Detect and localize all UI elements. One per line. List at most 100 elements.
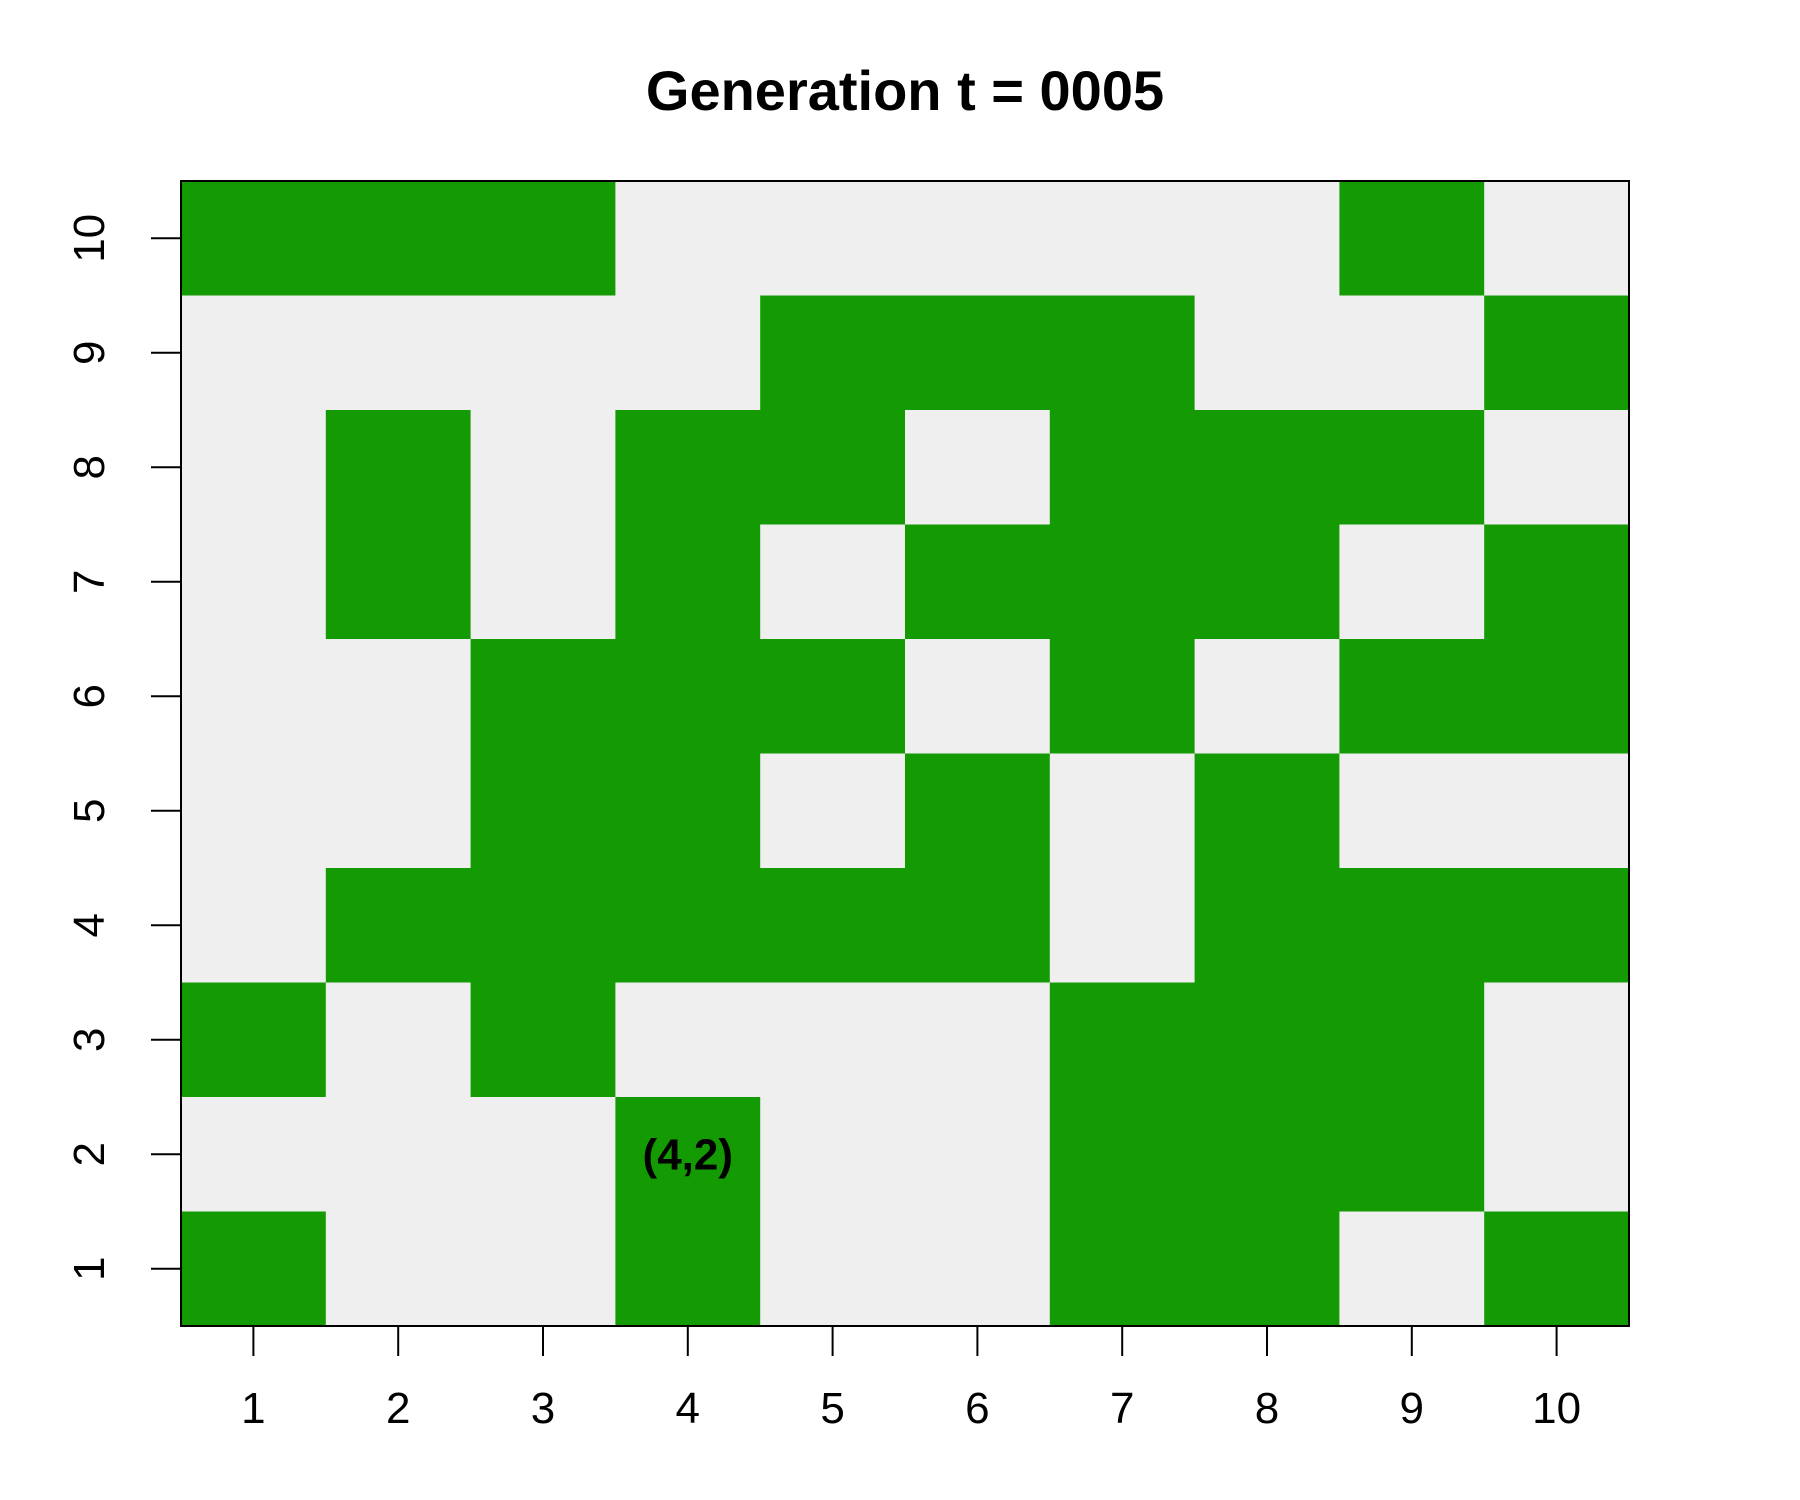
cell-9-8: [1339, 410, 1485, 526]
cell-10-8: [1484, 410, 1630, 526]
cell-5-1: [760, 1211, 906, 1327]
cell-3-5: [470, 753, 616, 869]
cell-6-2: [905, 1097, 1051, 1213]
cell-3-10: [470, 181, 616, 297]
x-tick-label: 3: [531, 1384, 555, 1433]
x-axis: 1 2 3 4 5 6 7 8 9 10: [241, 1325, 1581, 1433]
cell-8-4: [1194, 868, 1340, 984]
cell-7-7: [1049, 524, 1196, 640]
cell-6-8: [905, 410, 1051, 526]
x-tick-label: 6: [965, 1384, 989, 1433]
y-tick-label: 9: [65, 341, 114, 365]
cell-6-4: [905, 868, 1051, 984]
cell-1-10: [181, 181, 327, 297]
cell-1-7: [181, 524, 327, 640]
x-tick-label: 2: [386, 1384, 410, 1433]
cell-4-9: [615, 295, 761, 411]
cell-10-2: [1484, 1097, 1630, 1213]
cell-9-4: [1339, 868, 1485, 984]
cell-4-2: [615, 1097, 761, 1213]
cell-5-8: [760, 410, 906, 526]
cell-5-5: [760, 753, 906, 869]
cell-6-3: [905, 982, 1051, 1098]
cell-10-7: [1484, 524, 1630, 640]
y-tick-label: 8: [65, 455, 114, 479]
cell-1-8: [181, 410, 327, 526]
cell-9-9: [1339, 295, 1485, 411]
cell-7-5: [1049, 753, 1196, 869]
cell-1-5: [181, 753, 327, 869]
cell-5-4: [760, 868, 906, 984]
cell-8-9: [1194, 295, 1340, 411]
cell-2-8: [325, 410, 472, 526]
cell-1-4: [181, 868, 327, 984]
cell-8-6: [1194, 639, 1340, 755]
y-tick-label: 7: [65, 570, 114, 594]
cell-3-7: [470, 524, 616, 640]
cell-4-7: [615, 524, 761, 640]
y-tick-label: 2: [65, 1142, 114, 1166]
cell-2-5: [325, 753, 472, 869]
cell-3-6: [470, 639, 616, 755]
cell-10-5: [1484, 753, 1630, 869]
y-tick-label: 10: [65, 214, 114, 263]
cell-6-7: [905, 524, 1051, 640]
x-tick-label: 7: [1110, 1384, 1134, 1433]
cell-3-3: [470, 982, 616, 1098]
y-tick-label: 5: [65, 799, 114, 823]
cell-6-9: [905, 295, 1051, 411]
cell-7-3: [1049, 982, 1196, 1098]
cell-5-3: [760, 982, 906, 1098]
cell-10-10: [1484, 181, 1630, 297]
cell-5-6: [760, 639, 906, 755]
cell-9-6: [1339, 639, 1485, 755]
cell-3-1: [470, 1211, 616, 1327]
cell-7-4: [1049, 868, 1196, 984]
cell-1-9: [181, 295, 327, 411]
cell-9-5: [1339, 753, 1485, 869]
cell-10-4: [1484, 868, 1630, 984]
cell-6-6: [905, 639, 1051, 755]
cell-10-3: [1484, 982, 1630, 1098]
cell-4-6: [615, 639, 761, 755]
x-tick-label: 5: [820, 1384, 844, 1433]
cell-4-5: [615, 753, 761, 869]
cell-6-10: [905, 181, 1051, 297]
cell-2-2: [325, 1097, 472, 1213]
cell-3-4: [470, 868, 616, 984]
cell-5-7: [760, 524, 906, 640]
cell-9-3: [1339, 982, 1485, 1098]
cell-2-10: [325, 181, 472, 297]
y-tick-label: 6: [65, 684, 114, 708]
cell-7-6: [1049, 639, 1196, 755]
x-tick-label: 10: [1532, 1384, 1581, 1433]
y-tick-label: 4: [65, 913, 114, 937]
cell-4-4: [615, 868, 761, 984]
cell-4-10: [615, 181, 761, 297]
cell-1-2: [181, 1097, 327, 1213]
cell-7-8: [1049, 410, 1196, 526]
chart-title: Generation t = 0005: [646, 59, 1164, 122]
cell-8-7: [1194, 524, 1340, 640]
cell-2-7: [325, 524, 472, 640]
cell-5-10: [760, 181, 906, 297]
cell-1-6: [181, 639, 327, 755]
cell-10-1: [1484, 1211, 1630, 1327]
cell-2-9: [325, 295, 472, 411]
cell-4-3: [615, 982, 761, 1098]
cell-8-8: [1194, 410, 1340, 526]
cell-3-8: [470, 410, 616, 526]
cell-3-2: [470, 1097, 616, 1213]
cell-8-3: [1194, 982, 1340, 1098]
x-tick-label: 4: [676, 1384, 700, 1433]
cell-3-9: [470, 295, 616, 411]
cell-4-8: [615, 410, 761, 526]
cell-10-6: [1484, 639, 1630, 755]
annotation-label: (4,2): [643, 1130, 733, 1179]
cell-6-5: [905, 753, 1051, 869]
cell-6-1: [905, 1211, 1051, 1327]
y-axis: 1 2 3 4 5 6 7 8 9 10: [65, 214, 182, 1281]
annotations: (4,2): [643, 1130, 733, 1179]
cell-7-1: [1049, 1211, 1196, 1327]
